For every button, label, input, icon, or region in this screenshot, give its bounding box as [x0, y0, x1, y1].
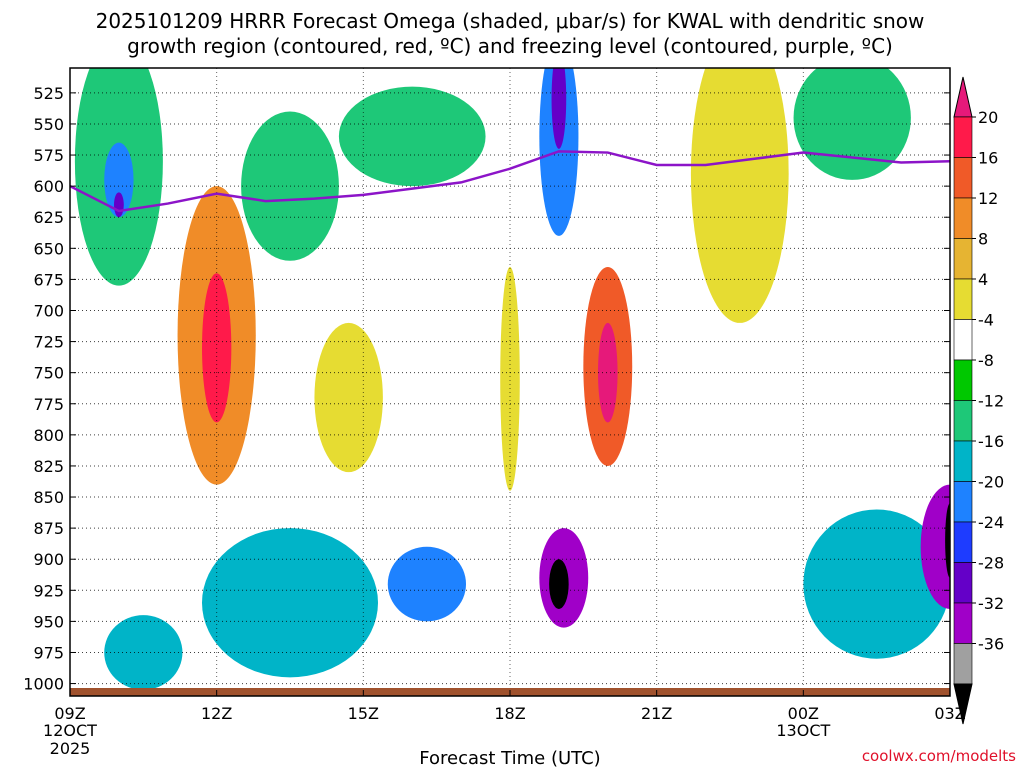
x-tick-label-12Z: 12Z — [201, 704, 232, 723]
chart-title-line-2: growth region (contoured, red, ºC) and f… — [127, 34, 893, 58]
y-tick-label-950: 950 — [33, 612, 64, 631]
omega-region-8 — [387, 546, 466, 622]
colorbar-label-9: -20 — [978, 473, 1004, 492]
omega-region-9 — [314, 322, 383, 473]
colorbar-bottom-arrow — [953, 683, 973, 725]
colorbar-segment-1 — [953, 157, 973, 199]
colorbar-segment-11 — [953, 562, 973, 604]
y-axis: 525 550 575 600 625 650 675 700 725 750 775 800 825 8… — [23, 84, 950, 694]
omega-region-17 — [549, 559, 569, 609]
colorbar-label-2: 12 — [978, 189, 998, 208]
colorbar-segment-12 — [953, 602, 973, 644]
x-tick-label-21Z: 21Z — [641, 704, 672, 723]
colorbar-label-8: -16 — [978, 432, 1004, 451]
omega-region-21 — [920, 484, 950, 609]
credit-text: coolwx.com/modelts — [862, 747, 1016, 765]
omega-region-10 — [338, 86, 486, 187]
omega-region-4 — [202, 273, 232, 423]
y-tick-label-675: 675 — [33, 270, 64, 289]
colorbar-top-arrow — [953, 76, 973, 118]
colorbar-label-7: -12 — [978, 392, 1004, 411]
colorbar-segment-7 — [953, 400, 973, 442]
y-tick-label-750: 750 — [33, 364, 64, 383]
colorbar-label-5: -4 — [978, 311, 994, 330]
colorbar-label-11: -28 — [978, 554, 1004, 573]
colorbar: 20 16 12 8 4 -4 -8 -12 -16 -20 -24 -28 -32 -36 — [953, 76, 1004, 725]
x-tick-label-03Z: 03Z — [934, 704, 965, 723]
y-tick-label-650: 650 — [33, 239, 64, 258]
omega-region-20 — [803, 509, 950, 659]
colorbar-segment-2 — [953, 197, 973, 239]
y-tick-label-575: 575 — [33, 146, 64, 165]
colorbar-label-10: -24 — [978, 513, 1004, 532]
omega-region-18 — [690, 68, 789, 323]
y-tick-label-700: 700 — [33, 301, 64, 320]
colorbar-segment-4 — [953, 278, 973, 320]
colorbar-segment-5 — [953, 319, 973, 361]
omega-shading — [74, 68, 950, 690]
y-tick-label-875: 875 — [33, 519, 64, 538]
y-tick-label-825: 825 — [33, 457, 64, 476]
y-tick-label-975: 975 — [33, 643, 64, 662]
colorbar-segment-8 — [953, 440, 973, 482]
y-tick-label-1000: 1000 — [23, 675, 64, 694]
colorbar-label-0: 20 — [978, 108, 998, 127]
y-tick-label-600: 600 — [33, 177, 64, 196]
freezing-level-layer — [70, 150, 950, 213]
omega-region-19 — [793, 68, 911, 180]
omega-region-12 — [551, 68, 567, 149]
omega-region-6 — [104, 615, 183, 690]
x-tick-date-00Z: 13OCT — [776, 721, 830, 740]
omega-region-7 — [202, 528, 378, 678]
omega-region-1 — [104, 142, 134, 218]
y-tick-label-925: 925 — [33, 581, 64, 600]
x-axis-title: Forecast Time (UTC) — [419, 748, 600, 768]
gridlines — [69, 68, 951, 696]
colorbar-segment-3 — [953, 238, 973, 280]
y-tick-label-800: 800 — [33, 426, 64, 445]
colorbar-segment-13 — [953, 643, 973, 685]
chart-title-line-1: 2025101209 HRRR Forecast Omega (shaded, … — [96, 9, 925, 33]
y-tick-label-900: 900 — [33, 550, 64, 569]
colorbar-label-4: 4 — [978, 270, 988, 289]
colorbar-label-1: 16 — [978, 149, 998, 168]
colorbar-segment-9 — [953, 481, 973, 523]
colorbar-label-6: -8 — [978, 351, 994, 370]
colorbar-segment-10 — [953, 521, 973, 563]
y-tick-label-525: 525 — [33, 84, 64, 103]
y-tick-label-850: 850 — [33, 488, 64, 507]
y-tick-label-775: 775 — [33, 395, 64, 414]
freezing-level-line — [70, 150, 950, 213]
x-tick-label-18Z: 18Z — [494, 704, 525, 723]
x-tick-date-09Z: 12OCT — [43, 721, 97, 740]
x-tick-label-09Z: 09Z — [54, 704, 85, 723]
colorbar-segment-6 — [953, 359, 973, 401]
colorbar-label-13: -36 — [978, 635, 1004, 654]
colorbar-label-12: -32 — [978, 594, 1004, 613]
x-tick-label-00Z: 00Z — [788, 704, 819, 723]
y-tick-label-725: 725 — [33, 333, 64, 352]
y-tick-label-625: 625 — [33, 208, 64, 227]
x-tick-label-15Z: 15Z — [348, 704, 379, 723]
colorbar-label-3: 8 — [978, 230, 988, 249]
x-tick-year-09Z: 2025 — [50, 739, 91, 758]
omega-region-15 — [598, 322, 618, 423]
omega-region-2 — [114, 192, 124, 218]
y-tick-label-550: 550 — [33, 115, 64, 134]
colorbar-segment-0 — [953, 116, 973, 158]
